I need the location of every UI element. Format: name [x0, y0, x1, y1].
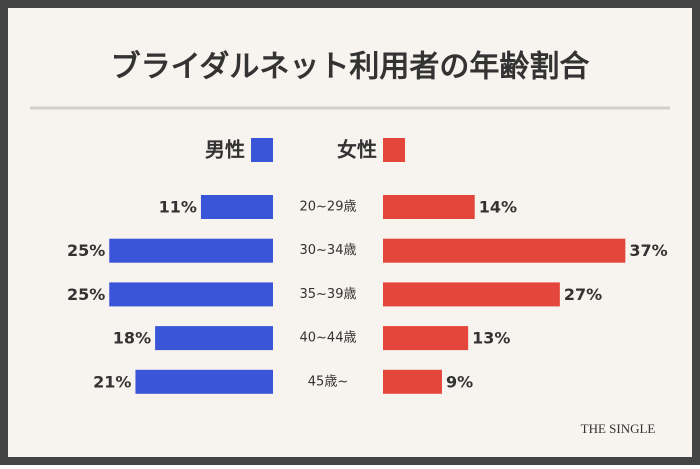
category-label: 45歳~: [308, 374, 348, 389]
value-label: 11%: [159, 198, 197, 217]
value-label: 9%: [446, 372, 473, 391]
value-label: 13%: [472, 329, 510, 348]
category-label: 35~39歳: [300, 287, 357, 302]
bar: [383, 238, 626, 263]
value-label: 21%: [93, 372, 131, 391]
legend-swatch: [251, 138, 273, 162]
value-label: 25%: [67, 285, 105, 304]
legend-label: 男性: [205, 138, 245, 162]
value-label: 14%: [479, 198, 517, 217]
category-label: 20~29歳: [300, 200, 357, 215]
bar: [109, 282, 273, 307]
value-label: 18%: [113, 329, 151, 348]
bar: [155, 326, 273, 351]
bar: [109, 238, 273, 263]
bar: [200, 195, 273, 219]
watermark: THE SINGLE: [581, 421, 656, 436]
category-label: 30~34歳: [300, 243, 357, 258]
value-label: 27%: [564, 285, 602, 304]
category-label: 40~44歳: [300, 331, 357, 346]
chart-title: ブライダルネット利用者の年齢割合: [111, 50, 590, 85]
bar: [383, 326, 469, 351]
legend-swatch: [383, 138, 405, 162]
bar: [135, 369, 273, 394]
legend-label: 女性: [337, 138, 377, 162]
bar: [383, 369, 442, 394]
bar: [383, 282, 560, 307]
bar: [383, 195, 475, 219]
value-label: 25%: [67, 241, 105, 260]
value-label: 37%: [629, 241, 667, 260]
